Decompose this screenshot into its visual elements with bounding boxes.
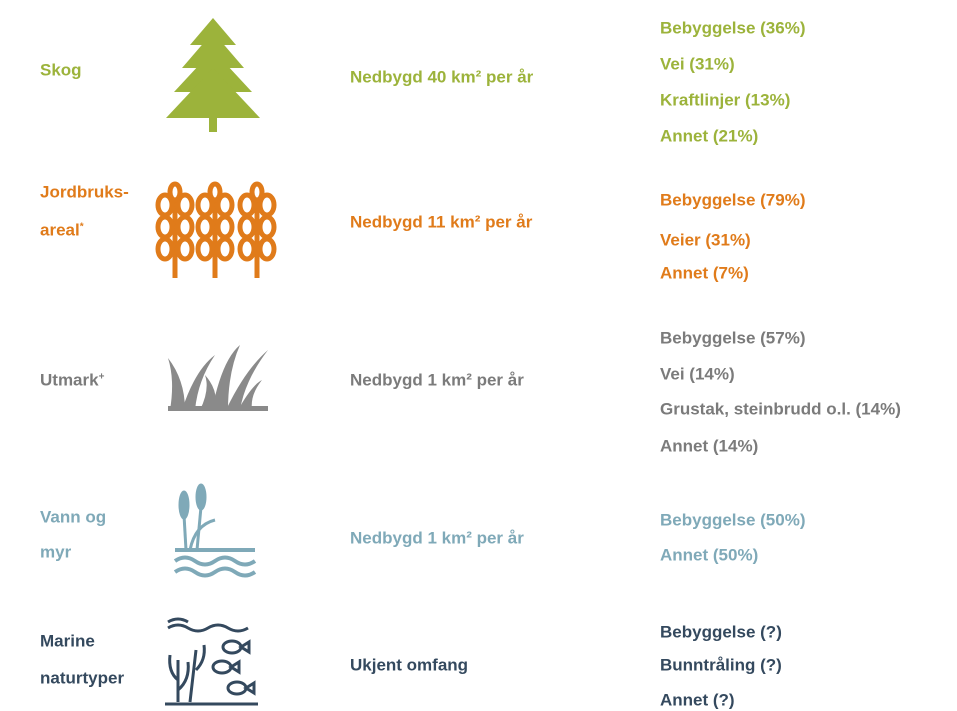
row-label: Marine bbox=[40, 631, 95, 651]
breakdown-item: Annet (21%) bbox=[660, 126, 759, 146]
row-label: Jordbruks- bbox=[40, 182, 129, 202]
label-mark: * bbox=[79, 221, 84, 233]
breakdown-item: Annet (7%) bbox=[660, 263, 749, 283]
breakdown-item: Grustak, steinbrudd o.l. (14%) bbox=[660, 399, 901, 419]
breakdown-item: Annet (50%) bbox=[660, 545, 759, 565]
grass-icon bbox=[168, 345, 268, 411]
breakdown-item: Bebyggelse (57%) bbox=[660, 328, 806, 348]
breakdown-item: Bunntråling (?) bbox=[660, 655, 782, 675]
row-label: Vann og bbox=[40, 507, 107, 527]
breakdown-item: Bebyggelse (79%) bbox=[660, 190, 806, 210]
breakdown-item: Vei (14%) bbox=[660, 364, 735, 384]
tree-icon bbox=[166, 18, 260, 132]
row-label: Utmark+ bbox=[40, 370, 105, 390]
breakdown-item: Bebyggelse (?) bbox=[660, 622, 782, 642]
summary: Nedbygd 40 km² per år bbox=[350, 67, 534, 87]
breakdown-item: Bebyggelse (50%) bbox=[660, 510, 806, 530]
breakdown-item: Annet (14%) bbox=[660, 436, 759, 456]
marine-icon bbox=[165, 617, 258, 706]
summary: Nedbygd 11 km² per år bbox=[350, 212, 533, 232]
row-label: Skog bbox=[40, 60, 82, 80]
breakdown-item: Veier (31%) bbox=[660, 230, 751, 250]
row-label: areal* bbox=[40, 220, 84, 240]
label-mark: + bbox=[98, 371, 105, 383]
reed-icon bbox=[173, 483, 257, 578]
summary: Ukjent omfang bbox=[350, 655, 469, 675]
summary: Nedbygd 1 km² per år bbox=[350, 370, 524, 390]
row-label: myr bbox=[40, 542, 72, 562]
row-label: naturtyper bbox=[40, 668, 125, 688]
breakdown-item: Vei (31%) bbox=[660, 54, 735, 74]
breakdown-item: Kraftlinjer (13%) bbox=[660, 90, 791, 110]
breakdown-item: Bebyggelse (36%) bbox=[660, 18, 806, 38]
summary: Nedbygd 1 km² per år bbox=[350, 528, 524, 548]
wheat-icon bbox=[155, 181, 277, 278]
breakdown-item: Annet (?) bbox=[660, 690, 735, 710]
